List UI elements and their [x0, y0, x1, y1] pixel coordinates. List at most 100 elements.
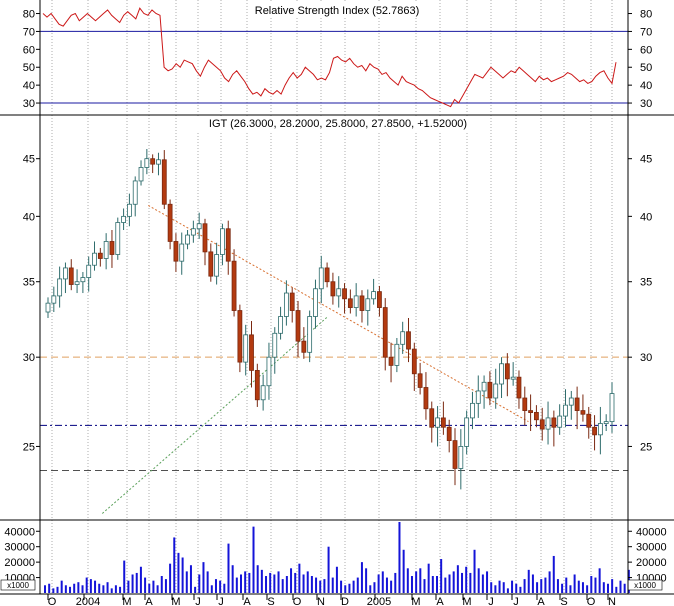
volume-bar-51	[256, 565, 259, 593]
volume-bar-113	[515, 583, 518, 593]
volume-tick-label-right-3: 40000	[636, 526, 667, 538]
x-tick-label-10: N	[317, 596, 325, 606]
rsi-tick-label-left-2: 50	[23, 62, 35, 74]
volume-bar-53	[265, 576, 268, 593]
volume-unit-label: x1000	[7, 581, 29, 590]
candle-body-2	[57, 278, 63, 297]
volume-bar-124	[561, 583, 564, 593]
price-tick-label-left-2: 35	[23, 277, 35, 289]
rsi-ticks-right: 30 40 50 60 70 80	[628, 9, 652, 110]
volume-bar-34	[185, 571, 188, 593]
x-tick-label-2: M	[122, 596, 131, 606]
candle-body-74	[475, 390, 481, 404]
volume-bar-1	[48, 583, 51, 593]
rsi-tick-label-right-4: 70	[640, 26, 652, 38]
volume-bar-94	[436, 576, 438, 593]
volume-bar-55	[273, 574, 276, 593]
volume-bar-105	[481, 574, 484, 593]
volume-bar-123	[556, 579, 559, 593]
volume-bar-36	[194, 586, 197, 593]
volume-bar-18	[119, 586, 122, 593]
x-tick-label-8: S	[267, 596, 274, 606]
candle-body-30	[220, 228, 225, 255]
rsi-tick-label-right-1: 40	[640, 80, 652, 92]
candle-body-11	[109, 241, 115, 255]
candle-body-55	[365, 298, 371, 311]
volume-bar-102	[469, 572, 472, 593]
candle-body-5	[74, 281, 80, 285]
x-tick-label-21: N	[608, 596, 616, 606]
candle-body-85	[539, 419, 545, 430]
candles	[45, 148, 615, 490]
volume-bar-57	[281, 579, 284, 593]
volume-bar-66	[319, 580, 322, 593]
candle-body-23	[179, 243, 185, 262]
volume-bar-4	[60, 580, 63, 593]
x-tick-label-6: J	[218, 596, 224, 606]
candle-body-3	[63, 267, 68, 280]
candle-body-47	[318, 267, 324, 290]
volume-bar-111	[506, 588, 509, 593]
candle-body-90	[568, 397, 574, 406]
price-tick-label-left-1: 30	[23, 352, 35, 364]
volume-bar-45	[231, 565, 234, 593]
candle-body-71	[458, 446, 464, 469]
volume-bar-112	[511, 580, 514, 593]
volume-bar-96	[444, 577, 447, 593]
volume-bar-117	[531, 574, 534, 593]
candle-body-69	[446, 426, 452, 441]
volume-bar-81	[381, 571, 384, 593]
candle-body-66	[429, 408, 435, 428]
volume-bar-138	[619, 580, 622, 593]
volume-tick-label-right-2: 30000	[636, 542, 667, 554]
candle-body-51	[342, 288, 347, 300]
volume-bar-125	[565, 577, 568, 593]
volume-bar-43	[223, 583, 226, 593]
volume-bar-127	[573, 574, 576, 593]
volume-bar-41	[214, 579, 217, 593]
volume-bar-35	[189, 565, 192, 593]
price-tick-label-right-0: 25	[640, 441, 652, 453]
rsi-ticks-left: 30 40 50 60 70 80	[23, 9, 40, 110]
volume-bar-37	[198, 574, 201, 593]
volume-bar-46	[235, 577, 238, 593]
volume-bar-56	[277, 571, 280, 593]
volume-bar-139	[623, 583, 626, 593]
volume-bar-132	[594, 577, 597, 593]
candle-body-40	[278, 316, 283, 334]
volume-bar-136	[611, 579, 614, 593]
volume-bar-9	[81, 585, 84, 593]
candle-body-68	[440, 417, 446, 428]
volume-bar-103	[473, 549, 476, 593]
trendline-0	[148, 205, 529, 423]
candle-body-35	[249, 334, 254, 371]
volume-bar-25	[148, 583, 151, 593]
volume-bars	[44, 522, 630, 593]
volume-bar-76	[360, 562, 363, 593]
x-tick-label-7: A	[243, 596, 251, 606]
volume-bar-29	[164, 579, 167, 593]
candle-body-96	[603, 421, 609, 425]
price-trendlines	[101, 205, 529, 514]
volume-bar-131	[590, 576, 593, 593]
volume-bar-63	[306, 571, 309, 593]
volume-bar-82	[385, 577, 388, 593]
candle-body-20	[161, 159, 167, 205]
volume-bar-74	[352, 580, 355, 593]
volume-bar-67	[323, 579, 326, 593]
volume-bar-60	[294, 572, 297, 593]
rsi-plot-area	[40, 0, 628, 113]
volume-bar-3	[56, 586, 59, 593]
x-tick-label-5: J	[195, 596, 201, 606]
price-tick-label-right-1: 30	[640, 352, 652, 364]
volume-bar-129	[581, 582, 584, 593]
candle-body-24	[185, 234, 190, 245]
candle-body-77	[493, 383, 499, 399]
volume-bar-120	[544, 577, 547, 593]
volume-bar-58	[285, 576, 288, 593]
candle-body-54	[359, 295, 365, 311]
rsi-title-bg	[252, 2, 422, 18]
volume-bar-115	[523, 579, 526, 593]
volume-bar-104	[477, 568, 480, 593]
